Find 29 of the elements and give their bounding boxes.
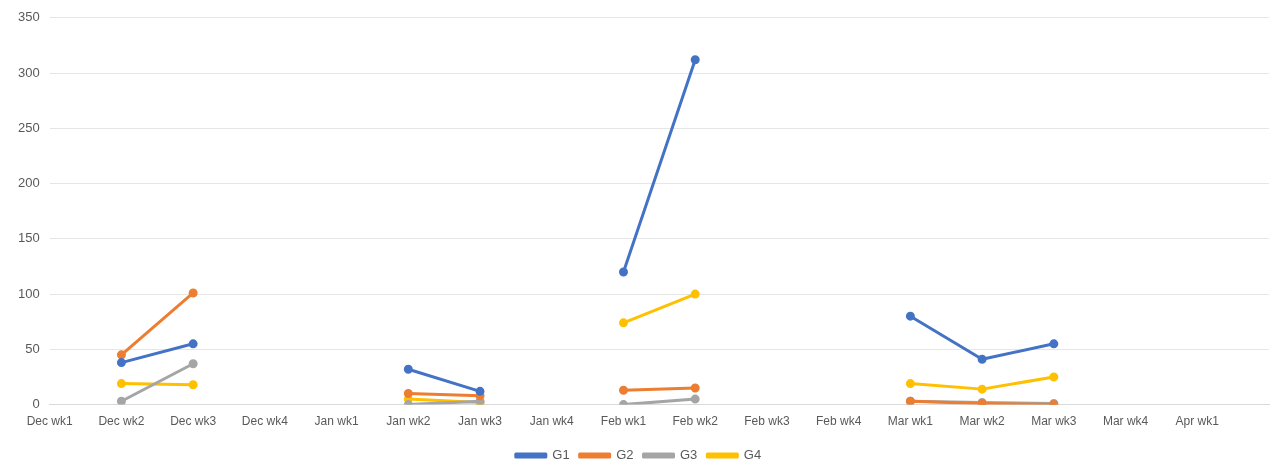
legend-label: G1 — [552, 447, 570, 463]
y-tick-label: 0 — [32, 396, 40, 412]
x-tick-label: Jan wk2 — [386, 414, 431, 429]
legend-label: G4 — [743, 447, 762, 463]
x-tick-label: Dec wk3 — [170, 414, 217, 429]
x-tick-label: Jan wk3 — [458, 414, 503, 429]
x-tick-label: Feb wk3 — [744, 414, 790, 429]
x-tick-label: Feb wk4 — [815, 414, 862, 429]
x-tick-label: Mar wk1 — [887, 414, 934, 429]
y-tick-label: 200 — [17, 175, 40, 191]
y-tick-label: 150 — [17, 230, 40, 246]
x-tick-label: Mar wk4 — [1102, 414, 1149, 429]
x-tick-label: Jan wk1 — [314, 414, 359, 429]
y-tick-label: 50 — [25, 340, 40, 356]
x-tick-label: Apr wk1 — [1175, 414, 1220, 429]
x-tick-label: Jan wk4 — [529, 414, 575, 429]
legend-label: G2 — [616, 447, 634, 463]
y-tick-label: 300 — [17, 64, 40, 80]
x-tick-label: Feb wk2 — [672, 414, 719, 429]
x-tick-label: Dec wk2 — [98, 414, 145, 429]
legend-label: G3 — [680, 447, 698, 463]
y-tick-label: 250 — [17, 119, 40, 135]
x-tick-label: Feb wk1 — [600, 414, 647, 429]
y-tick-label: 350 — [17, 9, 40, 25]
x-tick-label: Dec wk1 — [26, 414, 74, 429]
x-tick-label: Mar wk2 — [959, 414, 1006, 429]
y-tick-label: 100 — [17, 285, 40, 301]
x-tick-label: Mar wk3 — [1031, 414, 1077, 429]
x-tick-label: Dec wk4 — [241, 414, 289, 429]
